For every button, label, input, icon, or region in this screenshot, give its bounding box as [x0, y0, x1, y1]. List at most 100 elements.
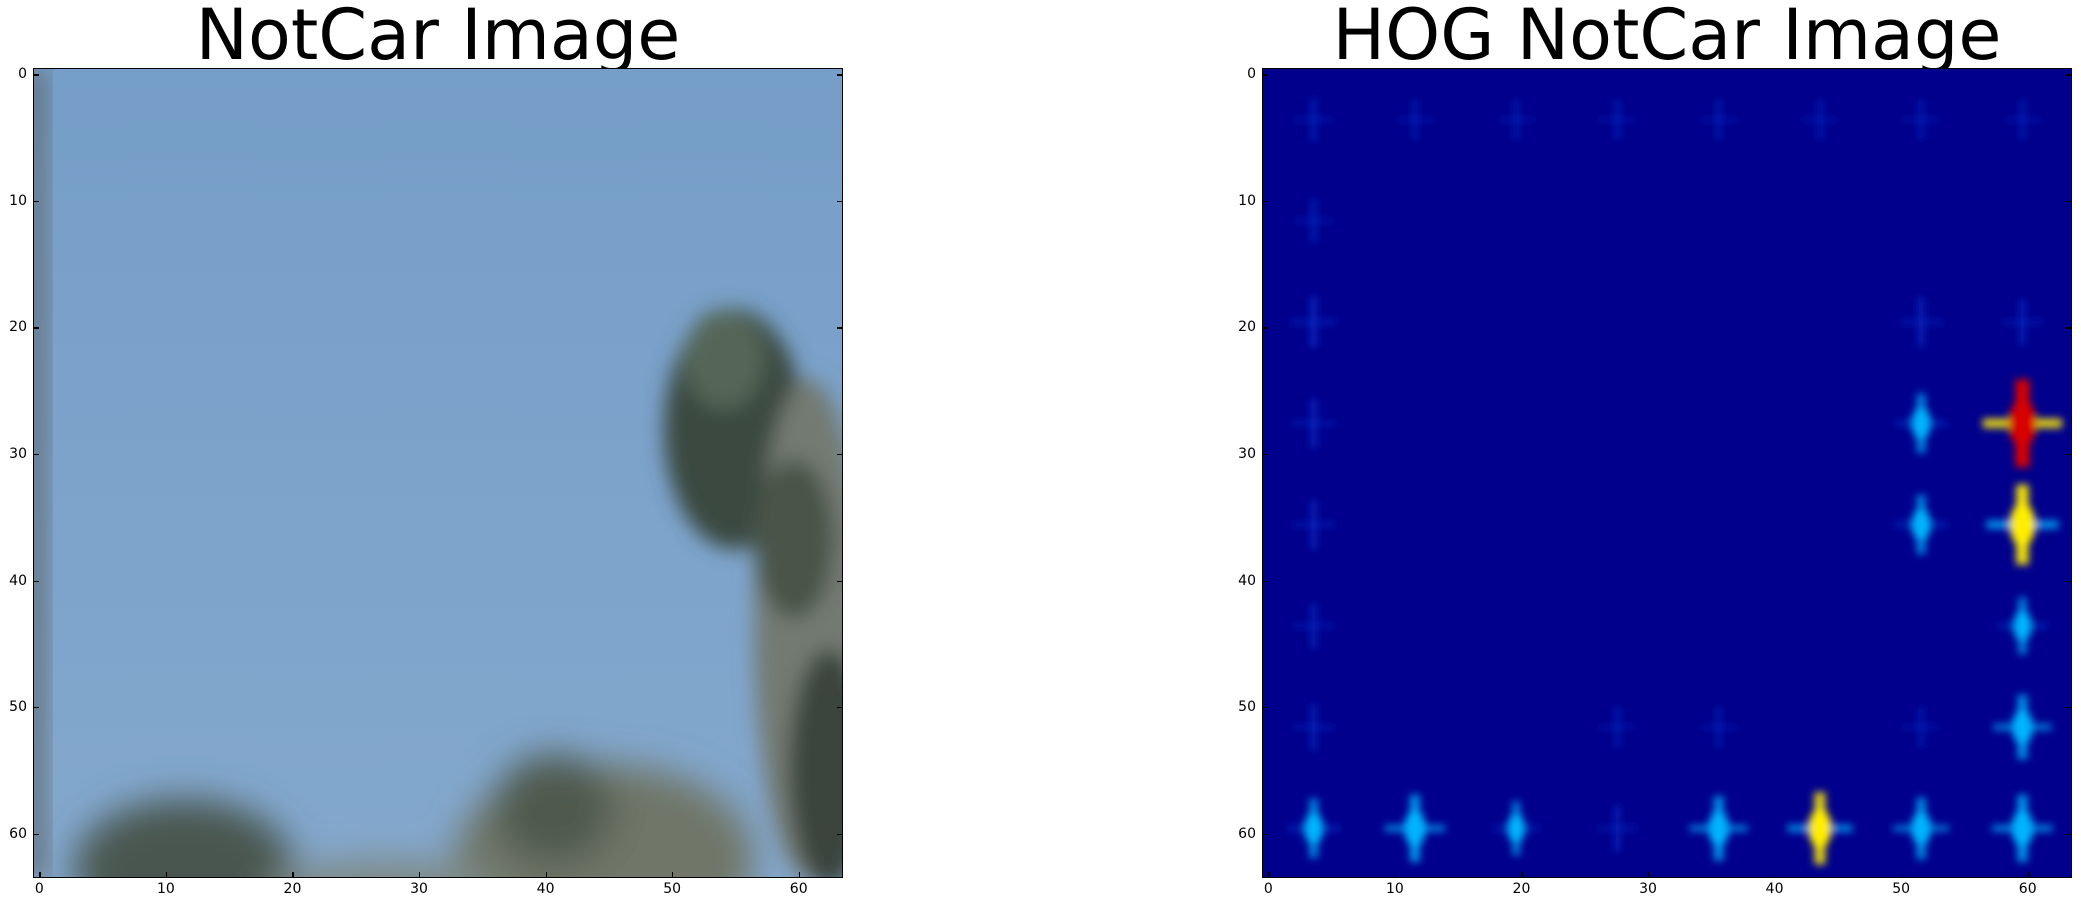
hog-cell	[1292, 602, 1335, 650]
y-tick-label: 20	[1238, 319, 1256, 336]
hog-background	[1263, 69, 2071, 877]
y-tick-mark	[1262, 327, 1268, 329]
y-tick-label: 50	[1238, 699, 1256, 716]
y-tick-mark	[837, 833, 843, 835]
hog-cell	[1290, 296, 1337, 348]
hog-cell	[1491, 801, 1541, 856]
hog-cell	[1293, 97, 1334, 142]
y-tick-mark	[2066, 327, 2072, 329]
y-tick-mark	[1262, 454, 1268, 456]
y-tick-label: 60	[1238, 825, 1256, 842]
x-tick-label: 10	[156, 881, 175, 897]
hog-cell	[2003, 99, 2041, 141]
y-tick-mark	[33, 327, 39, 329]
x-tick-label: 30	[1639, 881, 1657, 897]
y-tick-label: 40	[9, 572, 27, 589]
y-tick-mark	[2066, 454, 2072, 456]
hog-cell	[1598, 99, 1636, 141]
y-tick-mark	[1262, 74, 1268, 76]
hog-cell	[1787, 792, 1853, 865]
x-tick-label: 60	[789, 881, 808, 897]
y-tick-mark	[837, 74, 843, 76]
x-tick-mark	[672, 872, 674, 878]
y-tick-label: 0	[1247, 66, 1256, 83]
y-tick-mark	[33, 580, 39, 582]
y-tick-mark	[2066, 200, 2072, 203]
hog-cell	[1986, 484, 2059, 565]
x-tick-mark	[1648, 872, 1650, 878]
x-tick-mark	[1774, 872, 1776, 878]
hog-cell	[1598, 706, 1636, 748]
y-tick-mark	[1262, 707, 1268, 709]
y-tick-label: 10	[9, 192, 27, 209]
x-tick-label: 0	[1263, 881, 1273, 897]
hog-cell	[1396, 99, 1434, 141]
hog-cell	[1982, 379, 2062, 468]
y-tick-mark	[837, 580, 843, 582]
y-tick-mark	[2066, 580, 2072, 582]
y-tick-mark	[33, 200, 39, 203]
x-tick-mark	[1901, 872, 1903, 878]
hog-cell	[1801, 99, 1839, 141]
x-tick-label: 0	[34, 881, 44, 897]
hog-image-axes	[1262, 68, 2072, 878]
hog-cell	[1384, 794, 1446, 862]
y-tick-mark	[837, 327, 843, 329]
y-tick-label: 10	[1238, 192, 1256, 209]
y-tick-mark	[33, 454, 39, 456]
x-tick-mark	[2027, 872, 2029, 878]
hog-cell	[1689, 796, 1748, 861]
hog-cell	[1292, 703, 1335, 751]
hog-cell	[1902, 706, 1940, 748]
left-edge	[34, 69, 48, 877]
y-tick-label: 30	[1238, 446, 1256, 463]
y-tick-label: 60	[9, 825, 27, 842]
x-tick-label: 40	[536, 881, 555, 897]
y-tick-mark	[1262, 833, 1268, 835]
hog-cell	[2001, 298, 2044, 346]
y-tick-label: 50	[9, 699, 27, 716]
y-tick-mark	[33, 707, 39, 709]
hog-image	[1263, 69, 2071, 877]
hog-cell	[1996, 597, 2048, 655]
y-tick-mark	[33, 833, 39, 835]
y-tick-mark	[837, 707, 843, 709]
hog-cell	[1286, 798, 1341, 859]
hog-cell	[1700, 706, 1738, 748]
y-tick-label: 40	[1238, 572, 1256, 589]
x-tick-label: 20	[1512, 881, 1531, 897]
hog-cell	[1899, 297, 1944, 347]
hog-cell	[1894, 494, 1948, 555]
x-tick-mark	[39, 872, 41, 878]
y-tick-mark	[33, 74, 39, 76]
right-panel-title: HOG NotCar Image	[1332, 0, 2002, 76]
foliage-bottom	[74, 754, 754, 877]
x-tick-mark	[292, 872, 294, 878]
y-tick-label: 30	[9, 446, 27, 463]
x-tick-mark	[545, 872, 547, 878]
x-tick-label: 40	[1765, 881, 1784, 897]
notcar-image	[34, 69, 842, 877]
x-tick-mark	[1394, 872, 1397, 878]
hog-cell	[1291, 398, 1336, 448]
x-tick-label: 50	[1892, 881, 1911, 897]
tree-right	[664, 309, 842, 877]
x-tick-mark	[419, 872, 421, 878]
x-tick-mark	[165, 872, 168, 878]
x-tick-mark	[1521, 872, 1523, 878]
y-tick-mark	[1262, 580, 1268, 582]
left-panel-title: NotCar Image	[195, 0, 681, 76]
hog-cell	[1894, 393, 1948, 454]
y-tick-mark	[2066, 74, 2072, 76]
notcar-image-axes	[33, 68, 843, 878]
x-tick-label: 60	[2018, 881, 2037, 897]
y-tick-mark	[837, 454, 843, 456]
hog-cell	[1293, 198, 1334, 243]
x-tick-label: 10	[1385, 881, 1404, 897]
hog-cell	[1291, 500, 1336, 550]
y-tick-label: 0	[18, 66, 27, 83]
hog-cell	[1902, 99, 1940, 141]
hog-cell	[1700, 99, 1738, 141]
x-tick-label: 50	[663, 881, 682, 897]
